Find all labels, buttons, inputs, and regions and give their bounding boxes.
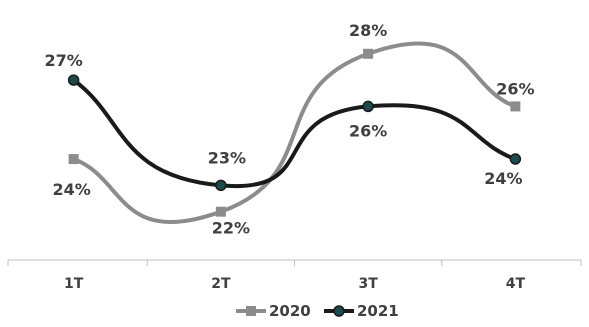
x-tick-label: 1T: [64, 276, 84, 292]
series-lines: [71, 41, 518, 225]
legend-label: 2020: [269, 302, 311, 320]
x-axis-tick-labels: 1T 2T 3T 4T: [64, 276, 525, 292]
legend-marker: [333, 305, 345, 317]
x-axis-ticks: [7, 260, 582, 266]
legend-label: 2021: [357, 302, 399, 320]
x-tick-label: 3T: [358, 276, 378, 292]
data-label: 24%: [484, 169, 522, 188]
data-point-marker: [362, 100, 374, 113]
legend-marker: [246, 306, 256, 316]
legend-item-2020: 2020: [236, 302, 311, 320]
x-tick-label: 2T: [211, 276, 231, 292]
x-tick-label: 4T: [506, 276, 526, 292]
data-label: 28%: [349, 21, 387, 40]
data-point-marker: [215, 206, 226, 217]
legend: 2020 2021: [236, 302, 399, 320]
series-markers: [67, 48, 522, 217]
data-point-marker: [68, 154, 79, 165]
series-line-2020: [71, 41, 518, 225]
data-labels: 24% 22% 28% 26% 27% 23% 26% 24%: [44, 21, 534, 238]
data-label: 26%: [496, 79, 534, 98]
data-point-marker: [363, 48, 374, 59]
data-point-marker: [67, 74, 80, 86]
data-point-marker: [215, 179, 227, 192]
series-line-2021: [71, 78, 518, 189]
data-label: 27%: [44, 51, 82, 70]
data-label: 23%: [208, 148, 246, 167]
data-label: 22%: [212, 219, 250, 238]
data-point-marker: [509, 153, 522, 165]
legend-item-2021: 2021: [324, 302, 399, 320]
data-label: 24%: [52, 180, 90, 199]
data-point-marker: [510, 101, 521, 112]
data-label: 26%: [349, 121, 387, 140]
